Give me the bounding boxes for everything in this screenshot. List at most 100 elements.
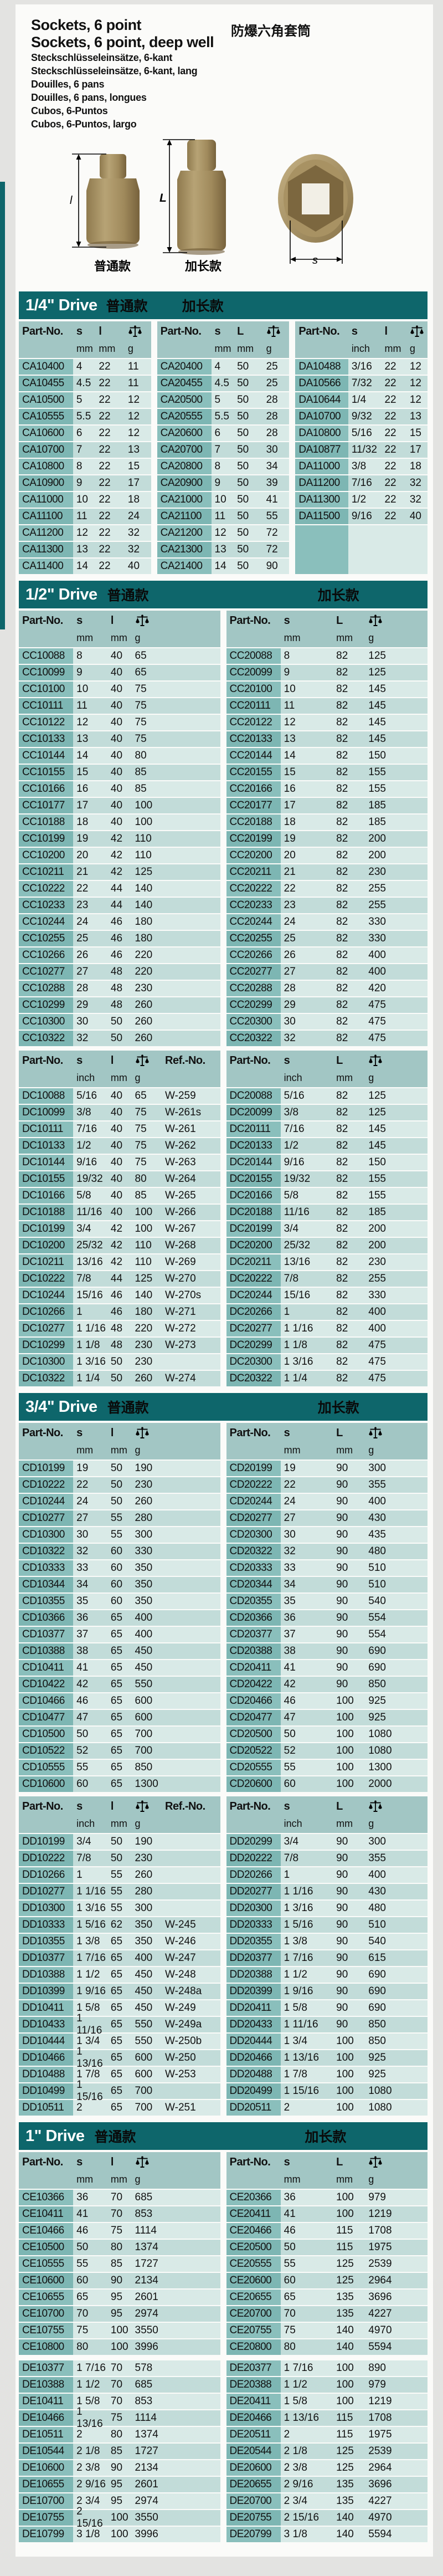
product-photo-diagram: l L	[23, 136, 431, 285]
size-s-cell: 11/32	[351, 444, 377, 455]
size-s-cell: 29	[284, 999, 296, 1011]
part-no-cell: CD10355	[19, 1594, 74, 1609]
table-row: CA10455 4.5 22 11	[19, 376, 151, 391]
weight-cell: 15	[409, 427, 421, 439]
size-s-cell: 7/8	[76, 1273, 91, 1284]
table-row: CE20411 41 100 1219	[226, 2206, 427, 2222]
size-s-cell: 1 5/8	[284, 2002, 307, 2014]
size-s-cell: 12	[284, 716, 296, 728]
size-s-cell: 55	[76, 1761, 89, 1773]
size-s-header-label: s	[76, 1427, 83, 1439]
table-row: DC10277 1 1/16 48 220 W-272	[19, 1321, 220, 1336]
length-L-cell: 50	[237, 477, 249, 489]
weight-cell: 350	[135, 1919, 153, 1930]
weight-cell: 3696	[368, 2291, 392, 2303]
part-no-cell: DD10333	[19, 1917, 74, 1933]
weight-cell: 65	[135, 667, 147, 678]
part-no-column-header: Part-No.	[157, 325, 212, 355]
part-no-column-header: Part-No.	[226, 1054, 281, 1084]
part-no-cell: CC10299	[19, 997, 74, 1013]
ref-no-cell: W-249a	[165, 2019, 202, 2030]
size-s-cell: 1 5/16	[284, 1919, 313, 1930]
length-L-header-label: L	[336, 1800, 343, 1812]
table-row: CD10222 22 50 230	[19, 1477, 220, 1493]
table-row: CC20200 20 82 200	[226, 848, 427, 863]
weight-cell: 140	[135, 899, 153, 911]
size-s-cell: 47	[284, 1712, 296, 1723]
section-header-band: 3/4" Drive 普通款 加长款	[19, 1393, 427, 1421]
part-no-header-label: Part-No.	[22, 614, 63, 627]
size-s-cell: 22	[76, 1479, 89, 1491]
size-s-column-header: s mm	[73, 2156, 107, 2185]
part-no-cell: CC10322	[19, 1031, 74, 1046]
part-no-cell: DD20299	[226, 1834, 281, 1850]
weight-header-label	[368, 2156, 383, 2168]
table-row: CA20400 4 50 25	[157, 359, 290, 375]
part-no-cell: CC10188	[19, 815, 74, 830]
part-no-cell: DD10199	[19, 1834, 74, 1850]
weight-cell: 685	[135, 2191, 153, 2203]
table-row: CA20455 4.5 50 25	[157, 376, 290, 391]
size-s-unit-label: mm	[284, 2174, 301, 2185]
table-row: CD20422 42 90 850	[226, 1677, 427, 1692]
balance-scale-icon	[368, 1427, 383, 1439]
weight-column-header: g	[365, 2156, 395, 2185]
weight-cell: 12	[409, 377, 421, 389]
size-s-cell: 9/16	[284, 1156, 305, 1168]
weight-cell: 125	[368, 650, 386, 662]
weight-cell: 155	[368, 1173, 386, 1185]
weight-cell: 600	[135, 2052, 153, 2063]
table-row: CA21300 13 50 72	[157, 542, 290, 557]
size-s-cell: 36	[284, 2191, 296, 2203]
weight-cell: 12	[127, 427, 140, 439]
weight-cell: 2974	[135, 2495, 158, 2507]
weight-cell: 400	[135, 1612, 153, 1624]
weight-cell: 480	[368, 1902, 386, 1914]
weight-cell: 190	[135, 1836, 153, 1847]
size-s-cell: 28	[284, 982, 296, 994]
weight-cell: 475	[368, 1339, 386, 1351]
part-no-cell: CE10755	[19, 2323, 74, 2338]
weight-cell: 2964	[368, 2275, 392, 2286]
length-l-cell: 65	[110, 2019, 123, 2030]
table-row: DD20222 7/8 90 355	[226, 1851, 427, 1866]
length-l-column-header: l mm	[95, 325, 125, 355]
weight-cell: 3550	[135, 2324, 158, 2336]
table-group: Part-No. s mm l mm g CE10366 36 70 685 CE10411 41 70…	[19, 2152, 427, 2355]
weight-cell: 510	[368, 1919, 386, 1930]
weight-cell: 430	[368, 1886, 386, 1897]
part-no-cell: CE20800	[226, 2339, 281, 2355]
part-no-cell: DC10299	[19, 1338, 74, 1353]
ref-no-cell: W-245	[165, 1919, 196, 1930]
table-row: DA11300 1/2 22 32	[295, 492, 428, 508]
size-s-cell: 1 1/2	[284, 2379, 307, 2390]
size-s-cell: 75	[284, 2324, 296, 2336]
part-no-cell: CA10500	[19, 392, 73, 408]
weight-cell: 690	[368, 1985, 386, 1997]
length-l-column-header: l mm	[381, 325, 406, 355]
part-no-cell: DD10399	[19, 1984, 74, 1999]
size-s-cell: 7	[214, 444, 221, 455]
length-L-cell: 140	[336, 2528, 354, 2540]
size-s-cell: 20	[284, 849, 296, 861]
table-row: CA21100 11 50 55	[157, 509, 290, 524]
length-L-header-label: L	[237, 325, 244, 337]
weight-cell: 155	[368, 783, 386, 795]
table-row: DA11500 9/16 22 40	[295, 509, 428, 524]
part-no-cell: DE20544	[226, 2444, 281, 2459]
size-s-column-header: s mm	[73, 325, 96, 355]
weight-cell: 853	[135, 2395, 153, 2407]
ref-no-cell: W-250b	[165, 2035, 202, 2047]
part-no-cell: CD20377	[226, 1627, 281, 1642]
size-s-cell: 1 3/8	[284, 1935, 307, 1947]
length-l-cell: 65	[110, 1628, 123, 1640]
table-row: DC20088 5/16 82 125	[226, 1088, 427, 1104]
size-s-cell: 1/2	[351, 494, 367, 505]
part-no-cell: CA20800	[157, 459, 212, 474]
part-no-cell: CC20288	[226, 981, 281, 996]
table-body: CC10088 8 40 65 CC10099 9 40 65 CC10100 10 40 75 CC1…	[19, 647, 220, 1046]
